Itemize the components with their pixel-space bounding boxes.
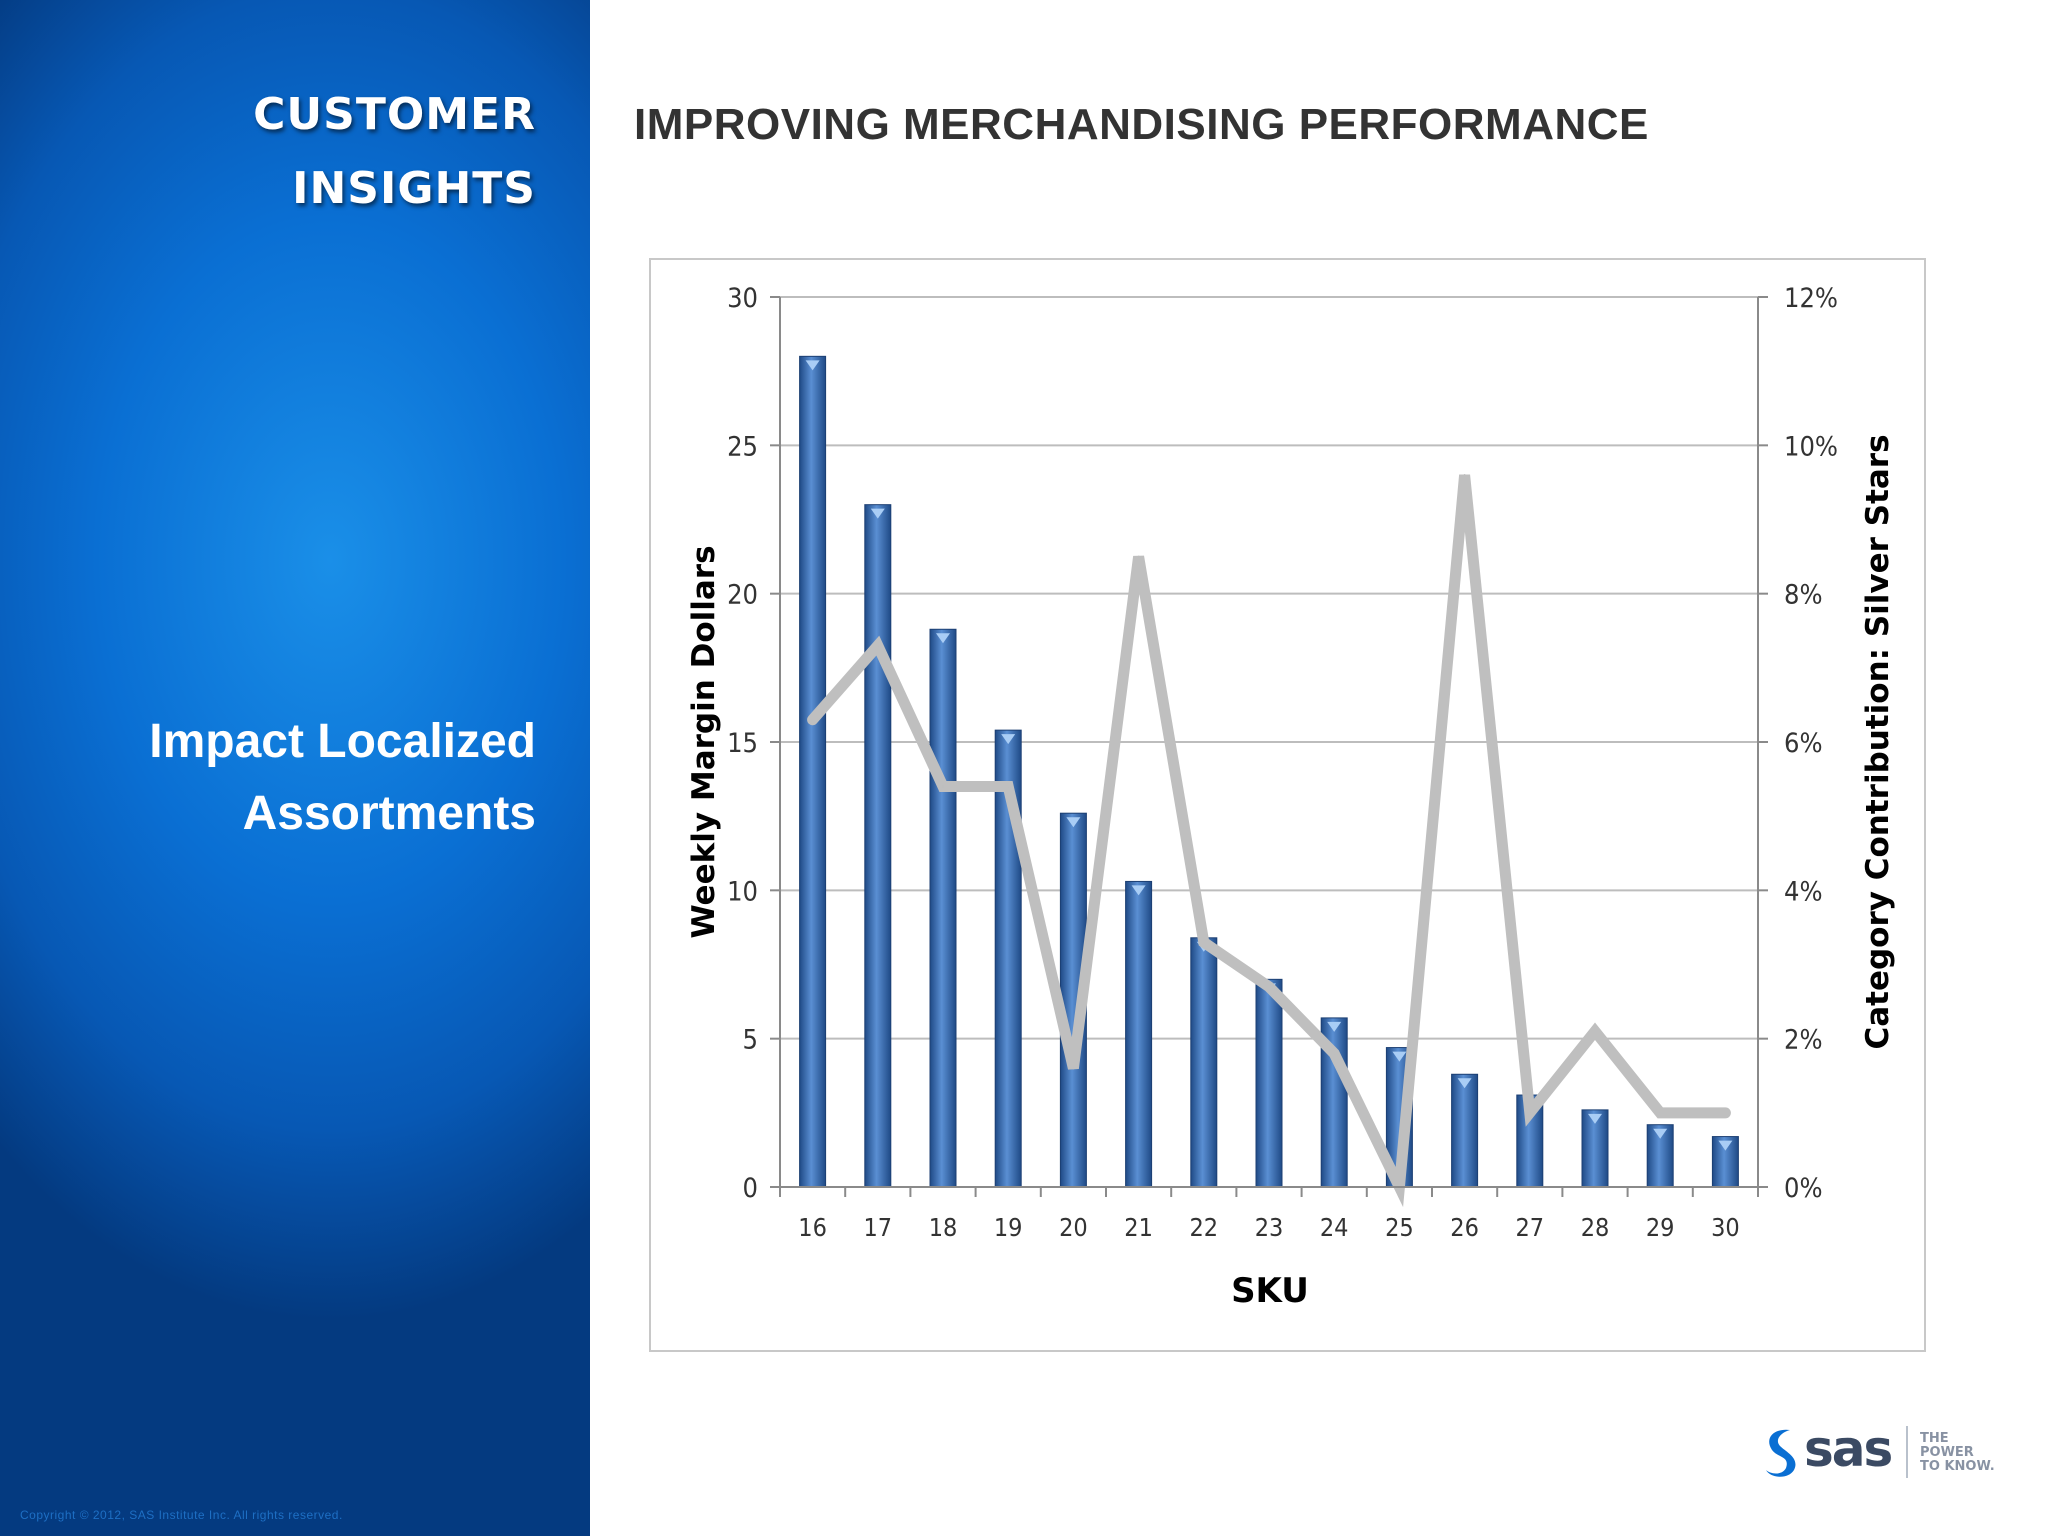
y2-tick-label: 2% xyxy=(1784,1025,1823,1056)
line-series xyxy=(807,474,1731,1208)
bar-cap xyxy=(1718,1140,1733,1151)
line-point xyxy=(1137,555,1140,558)
y-tick-label: 20 xyxy=(727,580,758,611)
bar-cap xyxy=(1457,1078,1472,1089)
section-title: CUSTOMER INSIGHTS xyxy=(253,78,536,226)
x-tick-label: 20 xyxy=(1059,1213,1088,1242)
bar-cap xyxy=(805,360,820,371)
line-point xyxy=(811,718,814,721)
logo-divider xyxy=(1906,1426,1908,1478)
line-point xyxy=(1724,1111,1727,1114)
copyright-text: Copyright © 2012, SAS Institute Inc. All… xyxy=(20,1508,343,1522)
x-tick-label: 21 xyxy=(1124,1213,1153,1242)
x-tick-label: 25 xyxy=(1385,1213,1414,1242)
y-tick-label: 30 xyxy=(727,283,758,314)
axes: 0 5 10 15 20 25 30 0% 2% 4% 6% 8% 10% 12% 16 17 18 19 20 21… xyxy=(727,283,1838,1242)
section-title-line-1: CUSTOMER xyxy=(253,89,536,140)
bar-cap xyxy=(1001,734,1016,745)
y2-tick-label: 0% xyxy=(1784,1173,1823,1204)
sas-logo: sas THE POWER TO KNOW. xyxy=(1760,1420,2000,1486)
tagline-line-1: THE xyxy=(1920,1431,1949,1446)
y2-tick-label: 12% xyxy=(1784,283,1838,314)
bar xyxy=(864,504,892,1188)
x-tick-label: 27 xyxy=(1515,1213,1544,1242)
line-point xyxy=(1202,941,1205,944)
section-title-line-2: INSIGHTS xyxy=(292,163,536,214)
bar-cap xyxy=(870,508,885,519)
line-point xyxy=(942,785,944,788)
sas-tagline: THE POWER TO KNOW. xyxy=(1920,1432,1995,1474)
y-tick-label: 25 xyxy=(727,431,758,462)
x-tick-label: 17 xyxy=(863,1213,892,1242)
y-tick-label: 0 xyxy=(743,1173,758,1204)
bar xyxy=(1125,880,1153,1188)
bar-cap xyxy=(1131,885,1146,896)
line-point xyxy=(876,644,879,647)
y-tick-label: 5 xyxy=(743,1025,758,1056)
y2-axis-label: Category Contribution: Silver Stars xyxy=(1860,434,1896,1049)
bar xyxy=(929,628,957,1188)
bar-cap xyxy=(1653,1128,1668,1139)
line-point xyxy=(1333,1052,1336,1055)
tagline-line-3: TO KNOW. xyxy=(1920,1459,1995,1474)
bar xyxy=(1190,937,1218,1188)
sas-wordmark: sas xyxy=(1804,1420,1893,1478)
bar-cap xyxy=(1066,817,1081,828)
line-point xyxy=(1659,1111,1662,1114)
line-point xyxy=(1007,785,1010,788)
x-axis-label: SKU xyxy=(1231,1271,1309,1311)
x-tick-label: 19 xyxy=(994,1213,1023,1242)
y-axis-label: Weekly Margin Dollars xyxy=(686,545,722,938)
x-tick-label: 26 xyxy=(1450,1213,1479,1242)
y2-tick-label: 10% xyxy=(1784,431,1838,462)
line-point xyxy=(1072,1067,1075,1070)
y-tick-label: 10 xyxy=(727,876,758,907)
line-point xyxy=(1528,1111,1531,1114)
tagline-line-2: POWER xyxy=(1920,1445,1974,1460)
sas-swoosh-icon xyxy=(1766,1429,1796,1477)
x-tick-label: 28 xyxy=(1581,1213,1610,1242)
section-subtitle-line-2: Assortments xyxy=(242,787,536,840)
x-tick-label: 18 xyxy=(929,1213,958,1242)
line-point xyxy=(1594,1030,1596,1033)
x-tick-label: 30 xyxy=(1711,1213,1740,1242)
section-subtitle: Impact Localized Assortments xyxy=(149,706,536,850)
y-tick-label: 15 xyxy=(727,728,758,759)
line-point xyxy=(1268,985,1270,988)
gridlines xyxy=(780,296,1758,1040)
bar xyxy=(1451,1073,1479,1188)
y2-tick-label: 6% xyxy=(1784,728,1823,759)
y2-tick-label: 8% xyxy=(1784,580,1823,611)
bar-cap xyxy=(1588,1113,1602,1124)
x-tick-label: 29 xyxy=(1646,1213,1675,1242)
x-tick-label: 23 xyxy=(1255,1213,1284,1242)
bar-cap xyxy=(1392,1051,1407,1062)
bar-series xyxy=(799,355,1739,1188)
x-tick-label: 24 xyxy=(1320,1213,1349,1242)
y2-tick-label: 4% xyxy=(1784,876,1823,907)
bar-cap xyxy=(936,633,950,644)
bar xyxy=(799,355,827,1188)
line-point xyxy=(1463,474,1466,476)
bar-cap xyxy=(1327,1021,1342,1032)
bar xyxy=(1255,978,1283,1188)
x-tick-label: 22 xyxy=(1189,1213,1218,1242)
page-title: IMPROVING MERCHANDISING PERFORMANCE xyxy=(634,100,1649,149)
x-tick-label: 16 xyxy=(798,1213,827,1242)
section-subtitle-line-1: Impact Localized xyxy=(149,715,536,768)
sidebar-panel: CUSTOMER INSIGHTS Impact Localized Assor… xyxy=(0,0,590,1536)
